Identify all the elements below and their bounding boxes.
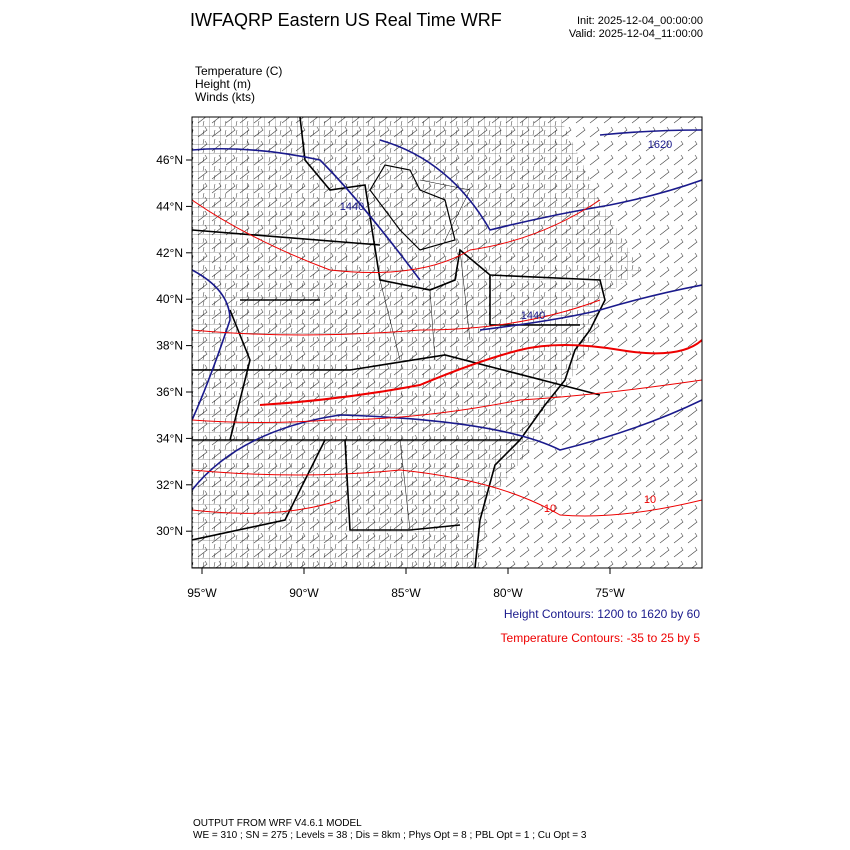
footer-line: OUTPUT FROM WRF V4.6.1 MODEL <box>193 818 362 829</box>
lat-label: 36°N <box>156 385 183 399</box>
lat-label: 44°N <box>156 199 183 213</box>
lat-label: 30°N <box>156 524 183 538</box>
contour-label: 1440 <box>521 310 545 322</box>
height-legend: Height Contours: 1200 to 1620 by 60 <box>504 607 700 621</box>
lat-label: 38°N <box>156 339 183 353</box>
lat-label: 32°N <box>156 478 183 492</box>
lat-label: 34°N <box>156 431 183 445</box>
lon-label: 90°W <box>289 586 319 600</box>
field-label: Height (m) <box>195 77 251 91</box>
valid-time: Valid: 2025-12-04_11:00:00 <box>569 28 703 40</box>
lon-label: 85°W <box>391 586 421 600</box>
contour-label: 10 <box>644 494 656 506</box>
footer-line: WE = 310 ; SN = 275 ; Levels = 38 ; Dis … <box>193 830 587 841</box>
field-label: Winds (kts) <box>195 90 255 104</box>
map-area <box>192 117 702 568</box>
contour-label: 1620 <box>648 139 672 151</box>
map-frame <box>191 116 703 569</box>
lat-label: 40°N <box>156 292 183 306</box>
contour-label: 1440 <box>340 201 364 213</box>
init-time: Init: 2025-12-04_00:00:00 <box>577 15 703 27</box>
temperature-legend: Temperature Contours: -35 to 25 by 5 <box>501 631 701 645</box>
lat-label: 46°N <box>156 153 183 167</box>
lon-label: 95°W <box>187 586 217 600</box>
lon-label: 80°W <box>493 586 523 600</box>
title: IWFAQRP Eastern US Real Time WRF <box>190 10 502 30</box>
lat-label: 42°N <box>156 246 183 260</box>
contour-label: 10 <box>544 503 556 515</box>
lon-label: 75°W <box>595 586 625 600</box>
field-label: Temperature (C) <box>195 64 282 78</box>
